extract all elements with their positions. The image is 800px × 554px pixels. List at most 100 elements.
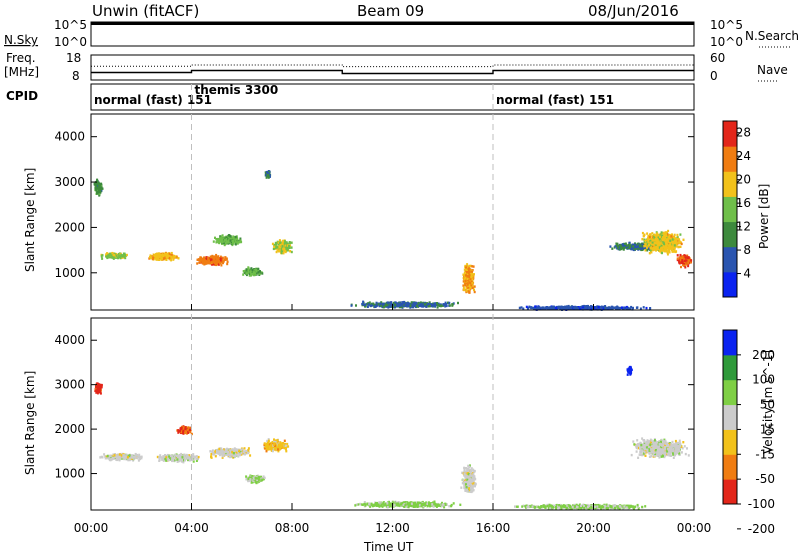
power-range-cell xyxy=(279,248,282,251)
velocity-range-cell xyxy=(213,453,216,456)
power-range-cell xyxy=(466,277,469,281)
power-range-cell xyxy=(209,255,212,258)
power-range-cell xyxy=(666,253,669,256)
power-range-cell xyxy=(676,233,679,237)
power-range-cell xyxy=(555,306,558,310)
velocity-range-cell xyxy=(188,459,191,462)
power-range-cell xyxy=(668,244,671,248)
power-range-cell xyxy=(219,235,222,238)
power-range-cell xyxy=(560,307,563,311)
power-range-cell xyxy=(212,263,215,266)
power-range-cell xyxy=(645,243,648,246)
power-range-cell xyxy=(653,247,656,251)
velocity-range-cell xyxy=(162,459,165,462)
power-range-cell xyxy=(528,305,531,308)
frequency-panel: Freq. [MHz] 18 8 60 0 Nave xyxy=(4,51,788,83)
power-range-cell xyxy=(689,261,692,264)
power-range-cell xyxy=(663,233,666,236)
power-range-cell xyxy=(643,240,646,244)
power-range-cell xyxy=(677,245,680,249)
frequency-label-2: [MHz] xyxy=(4,65,39,79)
power-range-cell xyxy=(157,256,160,259)
power-range-cell xyxy=(658,246,661,249)
power-range-cell xyxy=(618,248,621,251)
power-range-cell xyxy=(673,244,676,247)
velocity-range-cell xyxy=(181,456,184,459)
power-range-cell xyxy=(219,262,221,265)
sky-noise-trace xyxy=(91,22,694,25)
power-range-cell xyxy=(658,249,661,252)
power-range-cell xyxy=(463,268,466,271)
power-range-cell xyxy=(558,306,561,309)
power-range-cell xyxy=(534,305,537,308)
power-range-cell xyxy=(660,232,663,236)
velocity-range-cell xyxy=(174,453,177,456)
power-range-cell xyxy=(595,307,598,311)
velocity-range-cell xyxy=(127,458,130,462)
power-range-cell xyxy=(367,303,370,306)
power-range-cell xyxy=(115,256,118,259)
velocity-range-cell xyxy=(109,454,112,458)
power-range-cell xyxy=(457,301,459,305)
power-range-cell xyxy=(610,305,613,309)
frequency-trace xyxy=(91,64,694,75)
power-range-cell xyxy=(468,276,471,279)
power-range-cell xyxy=(678,238,681,241)
velocity-range-cell xyxy=(106,454,109,458)
power-range-cell xyxy=(101,187,104,190)
power-range-cell xyxy=(214,259,217,262)
velocity-range-cell xyxy=(197,457,199,461)
power-range-cell xyxy=(396,302,398,305)
power-y-tick-label: 3000 xyxy=(54,175,85,189)
power-range-cell xyxy=(423,303,426,306)
power-range-cell xyxy=(628,245,631,249)
power-range-cell xyxy=(465,274,467,277)
power-range-cell xyxy=(673,248,676,251)
power-range-cell xyxy=(436,306,439,309)
power-range-cell xyxy=(652,248,655,252)
power-range-cell xyxy=(472,265,475,268)
power-range-cell xyxy=(393,304,395,307)
power-range-cell xyxy=(236,237,239,241)
power-range-cell xyxy=(661,234,664,237)
power-range-cell xyxy=(257,267,260,271)
power-range-cell xyxy=(108,254,111,257)
cpid-mode-label: themis 3300 xyxy=(195,83,279,97)
power-range-cell xyxy=(205,257,208,260)
velocity-range-cell xyxy=(176,456,179,459)
power-range-cell xyxy=(648,243,650,247)
power-range-cell xyxy=(170,251,173,255)
velocity-range-cell xyxy=(195,457,198,461)
velocity-range-cell xyxy=(237,455,240,458)
power-range-cell xyxy=(388,305,391,308)
power-colorbar-tick-label: 20 xyxy=(736,173,751,187)
velocity-range-cell xyxy=(126,454,129,458)
power-range-cell xyxy=(252,273,255,277)
power-range-cell xyxy=(122,252,125,255)
power-range-cell xyxy=(665,234,668,238)
power-range-cell xyxy=(117,256,119,260)
power-range-cell xyxy=(467,279,470,282)
power-range-cell xyxy=(676,237,679,241)
sky-noise-label: N.Sky xyxy=(4,33,38,47)
power-range-cell xyxy=(93,183,96,186)
power-range-cell xyxy=(625,307,628,310)
power-range-cell xyxy=(220,240,223,243)
power-range-cell xyxy=(462,280,465,283)
power-range-cell xyxy=(226,260,229,263)
power-range-cell xyxy=(173,254,176,258)
power-range-cell xyxy=(462,284,465,287)
power-range-cell xyxy=(664,239,667,243)
power-range-cell xyxy=(117,254,120,257)
power-range-cell xyxy=(282,248,285,251)
velocity-range-cell xyxy=(96,392,99,395)
power-range-cell xyxy=(473,290,476,294)
power-range-cell xyxy=(394,303,397,306)
velocity-range-cell xyxy=(222,454,225,458)
power-range-cell xyxy=(471,278,474,281)
power-range-cell xyxy=(570,307,573,310)
velocity-range-cell xyxy=(240,451,243,455)
velocity-range-cell xyxy=(124,457,127,460)
power-range-cell xyxy=(655,242,657,245)
power-range-cell xyxy=(402,301,405,305)
